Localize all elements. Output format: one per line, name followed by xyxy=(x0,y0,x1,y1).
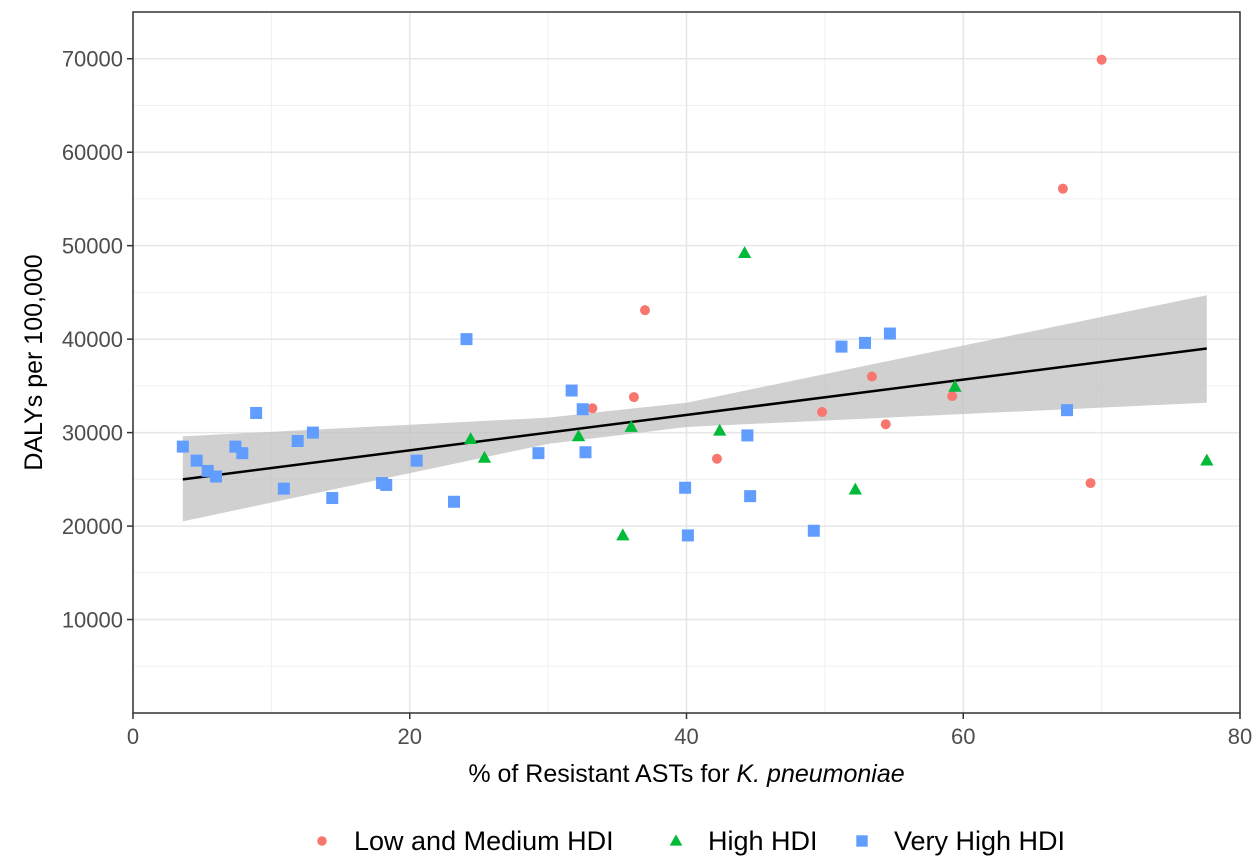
y-axis-title: DALYs per 100,000 xyxy=(20,254,48,470)
data-point-square xyxy=(835,340,848,353)
data-points xyxy=(176,54,1214,542)
x-tick-label: 40 xyxy=(674,724,698,749)
legend-item: Very High HDI xyxy=(856,826,1065,856)
legend-key-triangle xyxy=(669,834,683,846)
data-point-triangle xyxy=(948,379,962,392)
data-point-square xyxy=(210,470,223,483)
legend-item: Low and Medium HDI xyxy=(317,826,614,856)
x-tick-label: 20 xyxy=(398,724,422,749)
legend-label: Low and Medium HDI xyxy=(354,826,614,856)
data-point-circle xyxy=(587,403,598,414)
legend: Low and Medium HDI High HDI Very High HDI xyxy=(317,826,1065,856)
legend-label: Very High HDI xyxy=(894,826,1065,856)
data-point-square xyxy=(681,529,694,542)
legend-key-square xyxy=(856,835,868,847)
data-point-triangle xyxy=(616,528,630,541)
data-point-square xyxy=(744,490,757,503)
data-point-square xyxy=(410,454,423,467)
legend-label: High HDI xyxy=(708,826,818,856)
data-point-square xyxy=(448,495,461,508)
data-point-square xyxy=(576,403,589,416)
confidence-band-layer xyxy=(182,295,1207,522)
x-tick-label: 80 xyxy=(1228,724,1252,749)
data-point-square xyxy=(883,327,896,340)
regression-line xyxy=(182,347,1207,481)
data-point-triangle xyxy=(1200,453,1214,466)
data-point-circle xyxy=(711,453,722,464)
data-point-square xyxy=(741,429,754,442)
data-point-square xyxy=(859,336,872,349)
data-point-circle xyxy=(1057,183,1068,194)
data-point-square xyxy=(250,406,263,419)
data-point-circle xyxy=(817,407,828,418)
data-point-circle xyxy=(866,371,877,382)
data-point-triangle xyxy=(624,419,638,432)
x-tick-label: 0 xyxy=(127,724,139,749)
data-point-circle xyxy=(1096,54,1107,65)
y-tick-label: 10000 xyxy=(62,608,123,633)
y-tick-label: 30000 xyxy=(62,421,123,446)
data-point-square xyxy=(291,435,304,448)
y-tick-label: 50000 xyxy=(62,234,123,259)
data-point-circle xyxy=(1085,478,1096,489)
data-point-square xyxy=(460,333,473,346)
x-axis-title: % of Resistant ASTs for K. pneumoniae xyxy=(468,760,904,788)
data-point-triangle xyxy=(571,429,586,442)
data-point-square xyxy=(579,446,592,459)
confidence-band xyxy=(182,295,1207,522)
legend-item: High HDI xyxy=(669,826,818,856)
y-tick-label: 60000 xyxy=(62,140,123,165)
legend-key-circle xyxy=(317,836,327,846)
data-point-square xyxy=(532,447,545,460)
data-point-triangle xyxy=(463,432,478,445)
data-point-triangle xyxy=(477,450,492,463)
axis-ticks: 0 20 40 60 80 10000 20000 30000 40000 50000 60000 7… xyxy=(62,47,1252,749)
data-point-square xyxy=(277,482,290,495)
data-point-circle xyxy=(639,305,650,316)
data-point-square xyxy=(679,481,692,494)
data-point-circle xyxy=(947,391,958,402)
data-point-square xyxy=(190,454,203,467)
regression-line-layer xyxy=(182,347,1207,481)
data-point-triangle xyxy=(848,482,862,495)
data-point-triangle xyxy=(713,423,727,436)
data-point-square xyxy=(807,524,820,537)
y-tick-label: 40000 xyxy=(62,327,123,352)
data-point-square xyxy=(380,478,393,491)
y-tick-label: 70000 xyxy=(62,47,123,72)
x-tick-label: 60 xyxy=(951,724,975,749)
data-point-square xyxy=(565,384,578,397)
data-point-circle xyxy=(628,392,639,403)
data-point-square xyxy=(306,426,319,439)
data-point-square xyxy=(236,447,249,460)
data-point-circle xyxy=(880,419,891,430)
data-point-square xyxy=(176,440,189,453)
data-point-square xyxy=(326,492,339,505)
y-tick-label: 20000 xyxy=(62,514,123,539)
data-point-triangle xyxy=(737,246,752,259)
data-point-square xyxy=(1061,404,1074,417)
